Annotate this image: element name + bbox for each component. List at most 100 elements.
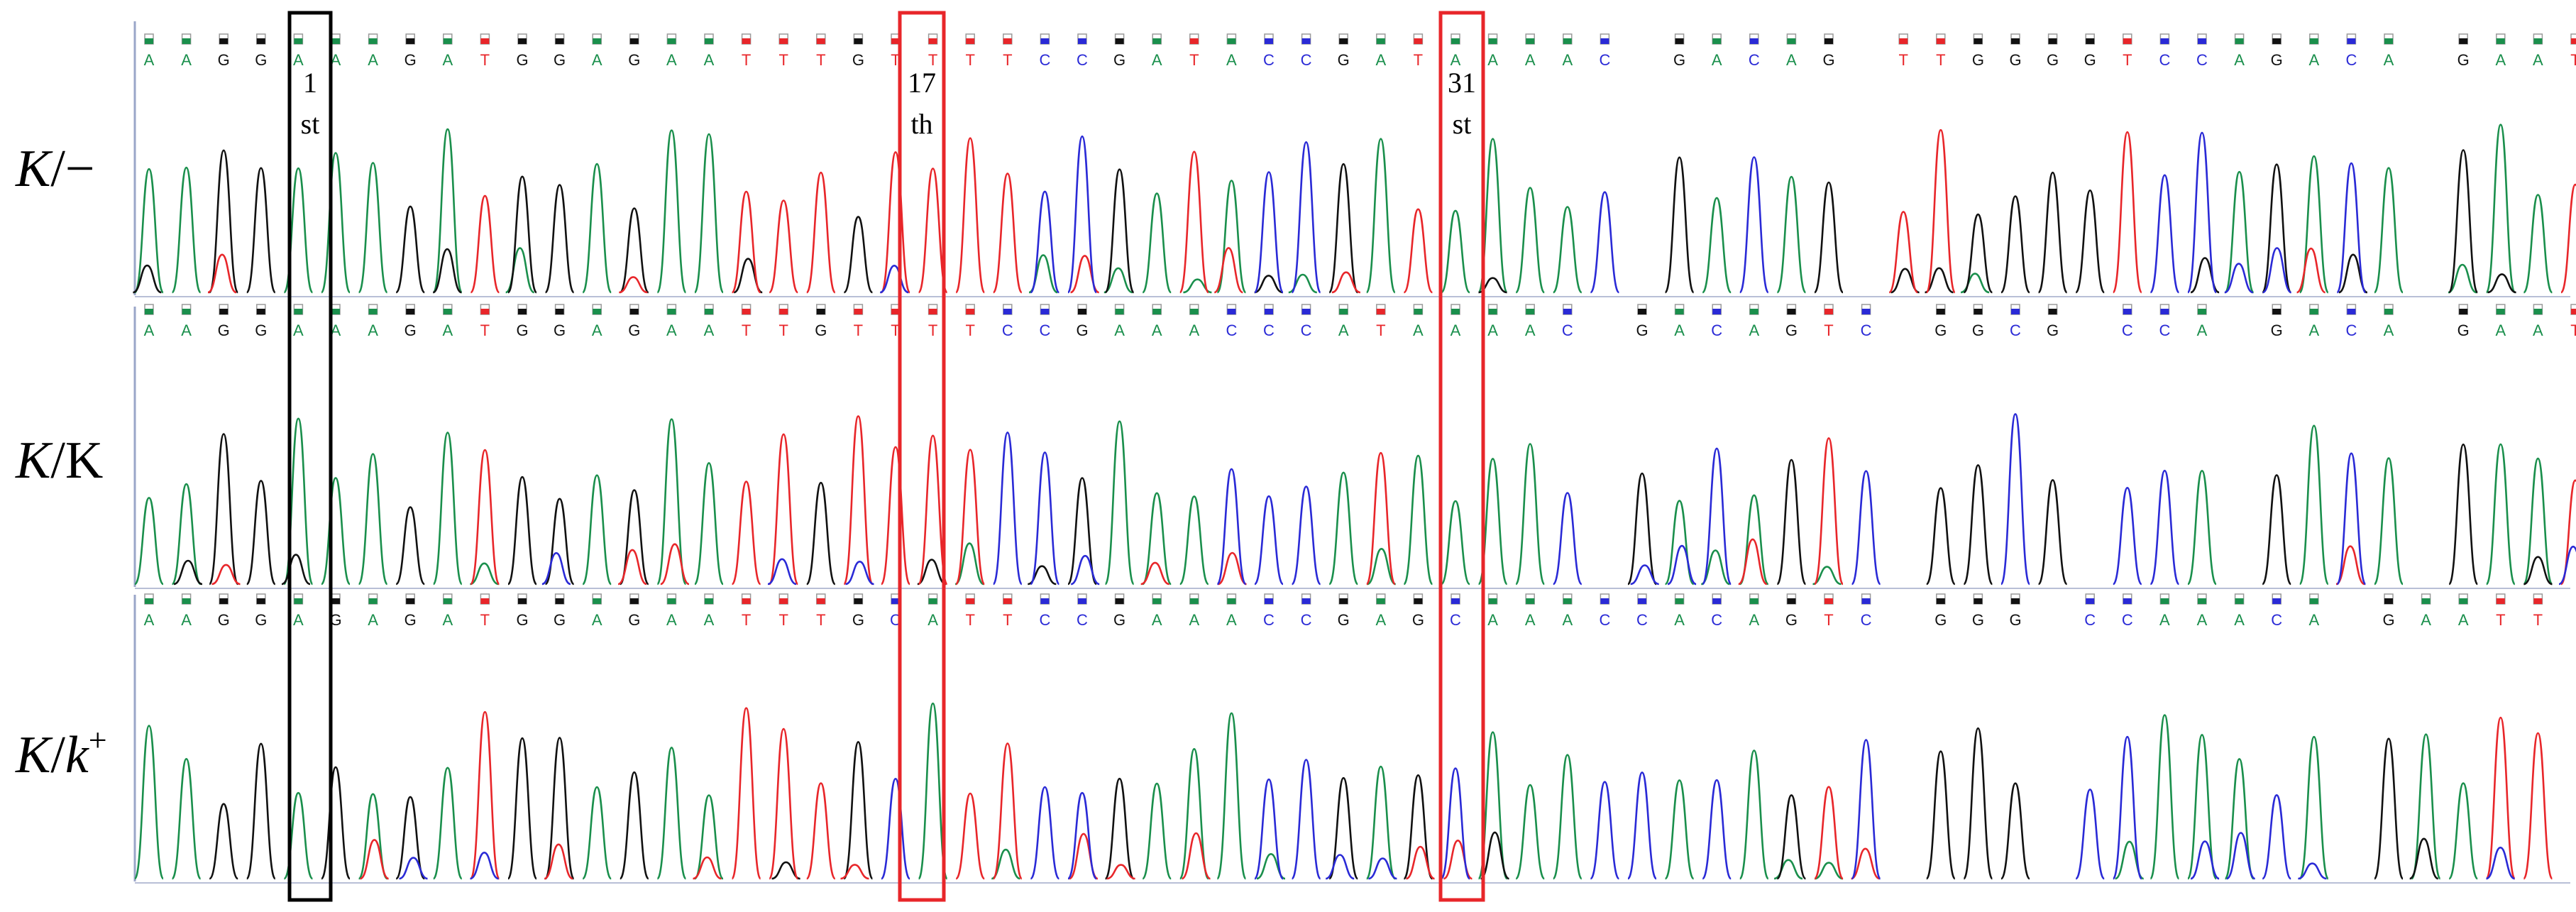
base-call: A <box>2458 611 2469 629</box>
base-call: C <box>1711 611 1722 629</box>
quality-bar <box>928 598 937 604</box>
quality-bar <box>1414 309 1423 314</box>
genotype-main: K <box>15 726 53 784</box>
quality-bar <box>966 309 975 314</box>
quality-bar <box>742 38 751 44</box>
base-call: C <box>1226 322 1237 339</box>
base-call: G <box>2271 322 2283 339</box>
quality-bar <box>1563 309 1572 314</box>
highlight-box <box>287 11 333 902</box>
base-call: T <box>965 611 974 629</box>
quality-bar <box>1189 598 1199 604</box>
quality-bar <box>1787 38 1796 44</box>
base-call: T <box>891 51 900 69</box>
quality-bar <box>1974 598 1983 604</box>
quality-bar <box>593 598 602 604</box>
base-call: C <box>1301 611 1312 629</box>
highlight-suffix: th <box>910 108 932 140</box>
quality-bar <box>368 309 378 314</box>
base-call: G <box>2457 322 2470 339</box>
quality-bar <box>779 598 788 604</box>
base-call: A <box>704 322 715 339</box>
base-call: C <box>1263 611 1275 629</box>
quality-bar <box>1749 309 1758 314</box>
quality-bar <box>1600 38 1609 44</box>
base-call: C <box>2122 322 2133 339</box>
base-call: C <box>1861 322 1872 339</box>
base-call: A <box>1152 611 1162 629</box>
quality-bar <box>2160 38 2169 44</box>
quality-bar <box>2347 38 2356 44</box>
trace-C <box>399 735 2516 880</box>
highlight-suffix: st <box>301 108 320 140</box>
quality-bar <box>1936 38 1945 44</box>
genotype-label: K/− <box>15 140 95 198</box>
base-call: A <box>2533 322 2543 339</box>
base-call: G <box>2047 51 2059 69</box>
quality-bar <box>1526 309 1535 314</box>
quality-bar <box>629 598 639 604</box>
quality-bar <box>1712 38 1722 44</box>
highlight-box <box>898 11 946 902</box>
genotype-sep: / <box>50 726 65 784</box>
base-call: A <box>181 51 192 69</box>
quality-bar <box>2571 38 2576 44</box>
base-call: G <box>554 611 566 629</box>
base-call: A <box>1525 611 1536 629</box>
quality-bar <box>145 309 153 314</box>
base-call: G <box>404 322 417 339</box>
quality-bar <box>2496 309 2505 314</box>
quality-bar <box>593 38 602 44</box>
base-call: G <box>255 322 267 339</box>
quality-bar <box>1376 309 1385 314</box>
base-call: A <box>1152 51 1162 69</box>
quality-bar <box>2160 309 2169 314</box>
base-call: A <box>592 611 602 629</box>
base-call: C <box>1599 51 1610 69</box>
quality-bar <box>294 309 303 314</box>
base-call: C <box>1263 51 1275 69</box>
quality-bar <box>1152 309 1162 314</box>
quality-bar <box>1749 38 1758 44</box>
quality-bar <box>966 38 975 44</box>
quality-bar <box>1078 309 1086 314</box>
quality-bar <box>480 38 490 44</box>
base-call: A <box>1674 611 1685 629</box>
quality-bar <box>1488 309 1497 314</box>
quality-bar <box>2459 38 2468 44</box>
base-call: T <box>742 322 751 339</box>
quality-bar <box>555 598 564 604</box>
base-call: C <box>1039 322 1050 339</box>
base-call: C <box>2084 611 2096 629</box>
genotype-sep: / <box>50 432 65 490</box>
base-call: A <box>1749 611 1759 629</box>
base-call: A <box>1749 322 1759 339</box>
quality-bar <box>2347 309 2356 314</box>
base-call: A <box>181 611 192 629</box>
quality-bar <box>182 38 191 44</box>
quality-bar <box>518 38 527 44</box>
trace-T <box>359 707 2553 880</box>
highlight-number: 31 <box>1448 67 1476 99</box>
quality-bar <box>1787 309 1796 314</box>
quality-bar <box>2198 598 2206 604</box>
base-call: T <box>1898 51 1908 69</box>
quality-bar <box>2123 598 2132 604</box>
quality-bar <box>219 309 229 314</box>
base-call: A <box>1786 51 1797 69</box>
base-call: A <box>144 611 155 629</box>
base-call: C <box>2159 51 2170 69</box>
quality-bar <box>1040 309 1050 314</box>
quality-bar <box>406 38 415 44</box>
base-call: A <box>666 611 677 629</box>
base-call: A <box>331 51 341 69</box>
quality-bar <box>1749 598 1758 604</box>
quality-bar <box>1152 38 1162 44</box>
quality-bar <box>368 598 378 604</box>
base-call: A <box>2421 611 2431 629</box>
quality-bar <box>1301 309 1311 314</box>
base-call: T <box>965 51 974 69</box>
quality-bar <box>1301 598 1311 604</box>
quality-bar <box>1078 38 1086 44</box>
